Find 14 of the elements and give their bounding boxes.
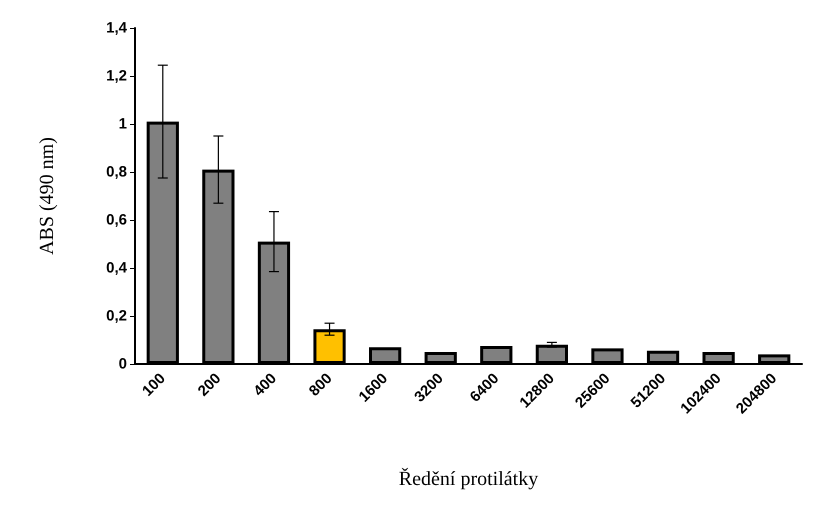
x-tick-label: 400 bbox=[250, 370, 280, 400]
x-axis-title: Ředění protilátky bbox=[398, 467, 538, 490]
y-tick-label: 0,6 bbox=[106, 212, 127, 228]
y-tick-label: 1,4 bbox=[106, 20, 128, 36]
y-tick-label: 1 bbox=[118, 116, 127, 132]
y-tick-label: 0,8 bbox=[106, 164, 127, 180]
x-tick-label: 200 bbox=[194, 370, 224, 400]
y-tick-label: 0 bbox=[118, 356, 127, 372]
x-tick-label: 100 bbox=[139, 370, 169, 400]
y-tick-label: 1,2 bbox=[106, 68, 127, 84]
y-tick-label: 0,4 bbox=[106, 260, 128, 276]
y-tick-label: 0,2 bbox=[106, 308, 127, 324]
x-tick-label: 800 bbox=[306, 370, 336, 400]
y-axis-title: ABS (490 nm) bbox=[36, 137, 58, 255]
